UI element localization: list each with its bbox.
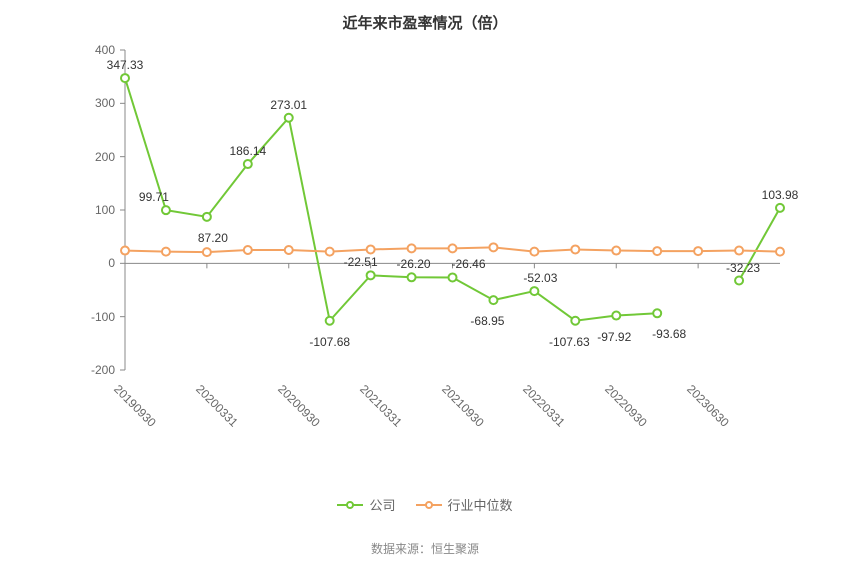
data-point [244,160,252,168]
data-point [162,206,170,214]
data-point [530,248,538,256]
data-point [571,245,579,253]
y-tick-label: -100 [91,310,115,324]
x-tick-label: 20230630 [684,382,732,430]
chart-title: 近年来市盈率情况（倍） [0,0,850,33]
x-tick-label: 20210930 [439,382,487,430]
plot-area: -200-10001002003004002019093020200331202… [125,50,780,370]
data-point [367,271,375,279]
y-tick-label: 200 [95,150,115,164]
legend-marker [416,499,442,511]
data-point [162,248,170,256]
legend: 公司 行业中位数 [0,495,850,514]
y-tick-label: 100 [95,203,115,217]
data-label: 347.33 [107,58,144,72]
x-tick-label: 20200331 [193,382,241,430]
data-label: 186.14 [229,144,266,158]
data-point [244,246,252,254]
data-point [612,247,620,255]
data-point [653,247,661,255]
y-tick-label: -200 [91,363,115,377]
y-tick-label: 0 [108,256,115,270]
legend-item[interactable]: 公司 [337,495,395,514]
data-point [653,309,661,317]
pe-ratio-chart: 近年来市盈率情况（倍） -200-10001002003004002019093… [0,0,850,575]
data-label: -32.23 [726,261,760,275]
x-tick-label: 20220331 [520,382,568,430]
x-tick-label: 20210331 [357,382,405,430]
data-point [449,244,457,252]
legend-label: 公司 [369,495,395,514]
data-label: -52.03 [523,271,557,285]
data-point [489,243,497,251]
data-point [121,247,129,255]
data-point [408,273,416,281]
data-point [530,287,538,295]
legend-marker [337,499,363,511]
data-label: 273.01 [270,98,307,112]
y-tick-label: 400 [95,43,115,57]
data-label: -107.68 [309,335,350,349]
data-label: 99.71 [139,190,169,204]
data-point [449,273,457,281]
data-label: -107.63 [549,335,590,349]
y-tick-label: 300 [95,96,115,110]
data-label: -97.92 [597,330,631,344]
data-point [203,248,211,256]
data-point [326,248,334,256]
data-point [285,114,293,122]
data-point [203,213,211,221]
data-point [776,204,784,212]
data-label: 87.20 [198,231,228,245]
data-point [489,296,497,304]
data-point [367,245,375,253]
x-tick-label: 20190930 [111,382,159,430]
data-label: -68.95 [470,314,504,328]
data-label: 103.98 [762,188,799,202]
data-point [735,277,743,285]
data-point [121,74,129,82]
data-point [735,247,743,255]
data-point [612,312,620,320]
data-point [285,246,293,254]
series-line [125,78,780,321]
data-point [326,317,334,325]
data-point [776,248,784,256]
data-point [694,247,702,255]
data-source: 数据来源：恒生聚源 [0,540,850,557]
data-point [408,244,416,252]
legend-item[interactable]: 行业中位数 [416,495,513,514]
data-label: -93.68 [652,327,686,341]
x-tick-label: 20200930 [275,382,323,430]
x-tick-label: 20220930 [602,382,650,430]
data-label: -26.46 [451,257,485,271]
data-point [571,317,579,325]
data-label: -26.20 [397,257,431,271]
data-label: -22.51 [344,255,378,269]
legend-label: 行业中位数 [448,495,513,514]
